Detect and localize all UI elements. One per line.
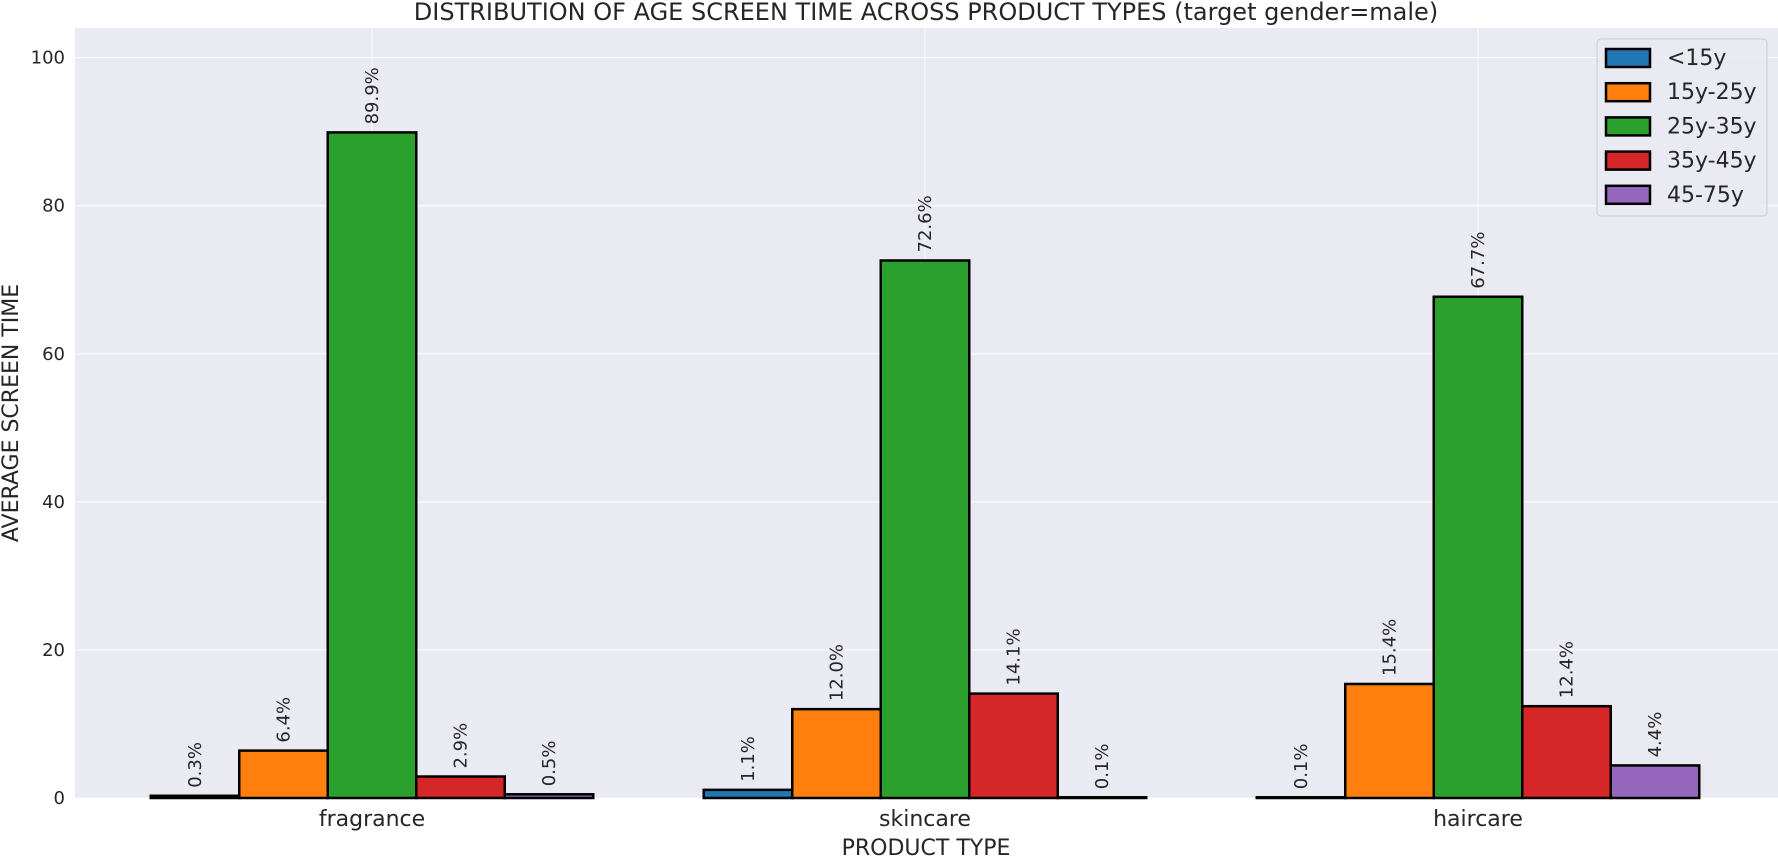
bar <box>503 793 595 800</box>
bar <box>1056 796 1148 800</box>
y-tick-label: 40 <box>42 492 65 513</box>
bar-value-label: 67.7% <box>1468 232 1489 289</box>
legend-label: 15y-25y <box>1667 80 1757 105</box>
y-tick-label: 80 <box>42 196 65 217</box>
bar-value-label: 0.1% <box>1291 744 1312 790</box>
bar-value-label: 0.5% <box>539 741 560 787</box>
bar-value-label: 1.1% <box>738 736 759 782</box>
bar <box>702 788 794 800</box>
bar <box>326 131 418 800</box>
data-labels: 0.3% 6.4% 89.9% 2.9% 0.5% 1.1% 12.0% 72.6% 14.1%… <box>185 67 1666 789</box>
bar-value-label: 2.9% <box>451 723 472 769</box>
y-tick-label: 0 <box>54 788 65 809</box>
bar-value-label: 12.0% <box>827 644 848 701</box>
bar <box>1521 704 1612 800</box>
bar <box>791 707 882 800</box>
legend-swatch <box>1604 116 1652 137</box>
bar <box>1609 764 1701 800</box>
y-tick-label: 60 <box>42 344 65 365</box>
bar <box>238 749 329 800</box>
bar <box>1255 796 1347 800</box>
bar-value-label: 15.4% <box>1380 619 1401 676</box>
bar-value-label: 14.1% <box>1004 628 1025 685</box>
legend-swatch <box>1604 81 1652 103</box>
legend: <15y 15y-25y 25y-35y 35y-45y 45-75y <box>1596 38 1768 217</box>
bar <box>1344 682 1435 800</box>
bars <box>149 131 1701 800</box>
x-tick-label: fragrance <box>319 807 425 832</box>
x-tick-label: skincare <box>879 807 971 832</box>
legend-label: <15y <box>1667 46 1726 71</box>
bar-value-label: 12.4% <box>1557 641 1578 698</box>
bar <box>149 794 241 800</box>
bar-value-label: 89.9% <box>362 67 383 124</box>
legend-swatch <box>1604 47 1652 69</box>
chart-title: DISTRIBUTION OF AGE SCREEN TIME ACROSS P… <box>414 0 1438 26</box>
x-tick-label: haircare <box>1433 807 1523 832</box>
bar-value-label: 0.3% <box>185 742 206 788</box>
legend-label: 25y-35y <box>1667 114 1757 139</box>
bar-value-label: 72.6% <box>915 195 936 252</box>
bar-value-label: 6.4% <box>274 697 295 743</box>
y-tick-label: 100 <box>31 48 65 69</box>
legend-label: 35y-45y <box>1667 149 1757 174</box>
x-axis-title: PRODUCT TYPE <box>842 836 1011 859</box>
axis-ticks: 0 20 40 60 80 100 fragrance skincare haircare <box>31 48 1523 832</box>
legend-swatch <box>1604 184 1652 206</box>
bar <box>415 775 506 800</box>
bar <box>968 692 1059 800</box>
y-tick-label: 20 <box>42 640 65 661</box>
bar <box>1432 295 1524 800</box>
bar-value-label: 0.1% <box>1092 744 1113 790</box>
bar <box>879 259 971 800</box>
legend-swatch <box>1604 150 1652 171</box>
bar-value-label: 4.4% <box>1645 712 1666 758</box>
legend-label: 45-75y <box>1667 183 1744 208</box>
y-axis-title: AVERAGE SCREEN TIME <box>0 284 24 542</box>
